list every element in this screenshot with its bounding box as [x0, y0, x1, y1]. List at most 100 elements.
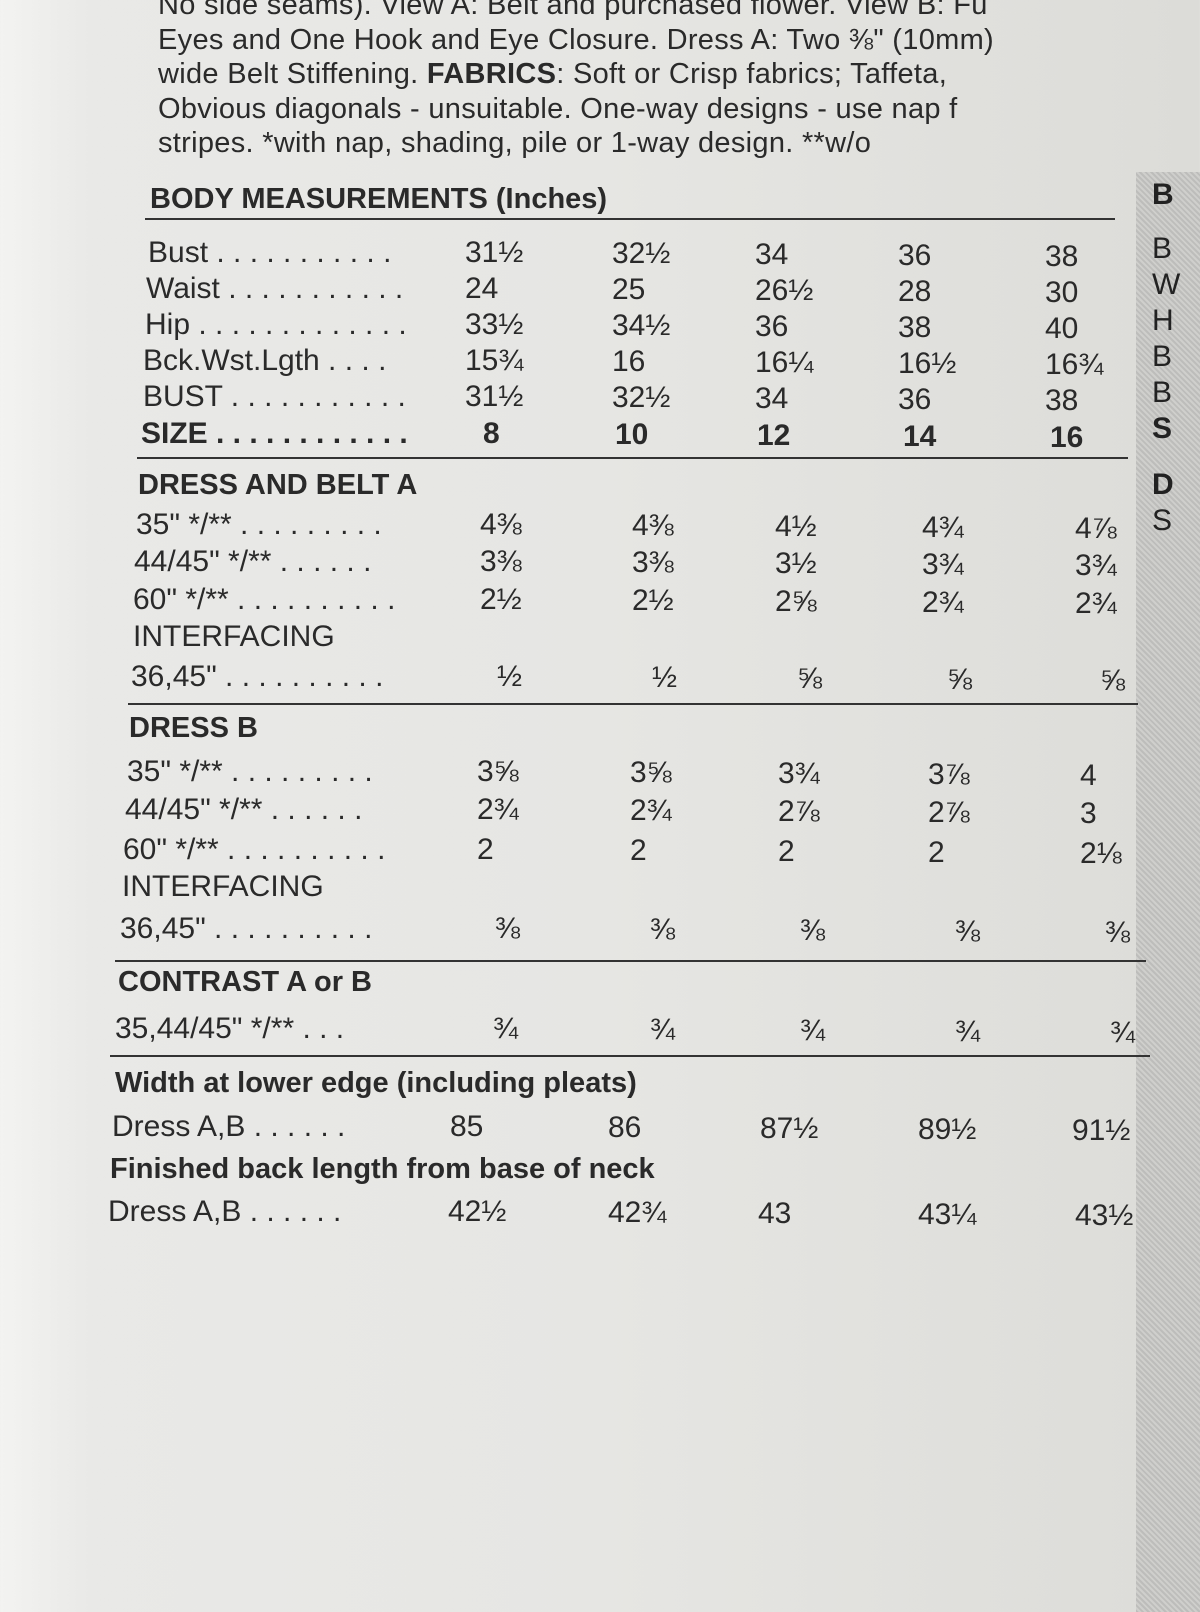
- row-value: 24: [465, 272, 499, 305]
- row-value: 2¾: [922, 586, 964, 619]
- row-value: 8: [483, 417, 500, 450]
- adjacent-table-letter: B: [1152, 376, 1173, 409]
- section-title: DRESS AND BELT A: [138, 469, 418, 501]
- row-value: 14: [903, 420, 937, 453]
- row-value: 2: [928, 836, 945, 869]
- description-line: Eyes and One Hook and Eye Closure. Dress…: [158, 23, 994, 56]
- row-value: ⅝: [947, 663, 973, 696]
- row-label: 60" */** . . . . . . . . . .: [133, 583, 396, 616]
- adjacent-table-letter: D: [1152, 468, 1174, 501]
- row-value: 42¾: [608, 1196, 667, 1229]
- row-value: 40: [1045, 312, 1079, 345]
- row-value: 2⅞: [778, 795, 820, 828]
- row-value: 2¾: [477, 793, 519, 826]
- row-label: 35" */** . . . . . . . . .: [136, 508, 382, 541]
- row-value: 43½: [1075, 1199, 1134, 1232]
- row-value: 4⅞: [1075, 512, 1117, 545]
- section-title: DRESS B: [129, 712, 258, 744]
- row-value: 4¾: [922, 511, 964, 544]
- row-value: ⅜: [955, 915, 981, 948]
- adjacent-table-letter: W: [1152, 268, 1181, 301]
- row-value: 3⅜: [632, 546, 674, 579]
- section-divider: [110, 1055, 1150, 1057]
- row-value: 31½: [465, 380, 524, 413]
- row-label: SIZE . . . . . . . . . . . .: [141, 417, 408, 450]
- row-label: 36,45" . . . . . . . . . .: [120, 912, 373, 945]
- description-line: Obvious diagonals - unsuitable. One-way …: [158, 92, 958, 125]
- row-value: 43: [758, 1197, 792, 1230]
- row-value: ½: [497, 660, 523, 693]
- row-value: 34: [755, 238, 789, 271]
- adjacent-table-letter: B: [1152, 178, 1174, 211]
- section-title: CONTRAST A or B: [118, 966, 373, 998]
- pattern-description: No side seams). View A: Belt and purchas…: [158, 0, 994, 161]
- row-value: 42½: [448, 1195, 507, 1228]
- adjacent-table-letter: B: [1152, 340, 1173, 373]
- row-value: 4⅜: [480, 508, 522, 541]
- row-value: 3¾: [1075, 549, 1117, 582]
- row-value: 3: [1080, 797, 1097, 830]
- section-divider: [128, 703, 1138, 705]
- row-value: 31½: [465, 236, 524, 269]
- row-value: 85: [450, 1110, 484, 1143]
- row-value: 36: [898, 383, 932, 416]
- row-value: 4: [1080, 759, 1097, 792]
- section-title: Finished back length from base of neck: [110, 1153, 655, 1185]
- description-line: wide Belt Stiffening. FABRICS: Soft or C…: [158, 57, 994, 92]
- row-value: ⅜: [1105, 916, 1131, 949]
- row-value: 3⅝: [477, 755, 519, 788]
- row-value: 3⅞: [928, 758, 970, 791]
- row-value: 3⅜: [480, 545, 522, 578]
- row-value: ½: [652, 661, 678, 694]
- row-value: 30: [1045, 276, 1079, 309]
- row-value: 3¾: [778, 757, 820, 790]
- row-value: 2½: [632, 584, 674, 617]
- row-label: 36,45" . . . . . . . . . .: [131, 660, 384, 693]
- section-divider: [137, 457, 1128, 459]
- row-value: 28: [898, 275, 932, 308]
- row-value: ¾: [1110, 1016, 1136, 1049]
- row-value: 4⅜: [632, 509, 674, 542]
- section-title: BODY MEASUREMENTS (Inches): [150, 183, 608, 215]
- row-value: 34½: [612, 309, 671, 342]
- row-value: 25: [612, 273, 646, 306]
- row-value: 2¾: [630, 794, 672, 827]
- row-label: 44/45" */** . . . . . .: [125, 793, 363, 826]
- row-value: 91½: [1072, 1114, 1131, 1147]
- description-text: wide Belt Stiffening.: [158, 58, 427, 90]
- row-value: 12: [757, 419, 791, 452]
- row-value: ⅝: [797, 662, 823, 695]
- row-label: Waist . . . . . . . . . . .: [146, 272, 404, 305]
- adjacent-table-letter: S: [1152, 504, 1173, 537]
- row-label: 35" */** . . . . . . . . .: [127, 755, 373, 788]
- row-value: ⅜: [650, 913, 676, 946]
- row-value: 2: [477, 833, 494, 866]
- row-value: 2½: [480, 583, 522, 616]
- row-label: Dress A,B . . . . . .: [108, 1195, 342, 1228]
- description-text: : Soft or Crisp fabrics; Taffeta,: [556, 58, 948, 90]
- row-value: 2: [778, 835, 795, 868]
- row-value: ¾: [493, 1012, 519, 1045]
- row-value: 43¼: [918, 1198, 977, 1231]
- row-value: ¾: [800, 1014, 826, 1047]
- row-value: 16¾: [1045, 348, 1104, 381]
- section-title: Width at lower edge (including pleats): [115, 1067, 637, 1099]
- row-label: 35,44/45" */** . . .: [115, 1012, 345, 1045]
- row-value: 32½: [612, 381, 671, 414]
- row-value: 2¾: [1075, 587, 1117, 620]
- row-value: ⅜: [800, 914, 826, 947]
- row-value: ¾: [650, 1013, 676, 1046]
- row-value: 3¾: [922, 548, 964, 581]
- row-value: 2⅞: [928, 796, 970, 829]
- row-value: 36: [898, 239, 932, 272]
- row-value: 86: [608, 1111, 642, 1144]
- row-label: Hip . . . . . . . . . . . . .: [145, 308, 407, 341]
- row-label: Bust . . . . . . . . . . .: [148, 236, 392, 269]
- description-line: No side seams). View A: Belt and purchas…: [158, 0, 988, 21]
- section-divider: [145, 218, 1115, 220]
- row-value: 15¾: [465, 344, 524, 377]
- row-value: 16¼: [755, 346, 814, 379]
- row-value: 16½: [898, 347, 957, 380]
- row-label: BUST . . . . . . . . . . .: [143, 380, 406, 413]
- row-value: 38: [1045, 240, 1079, 273]
